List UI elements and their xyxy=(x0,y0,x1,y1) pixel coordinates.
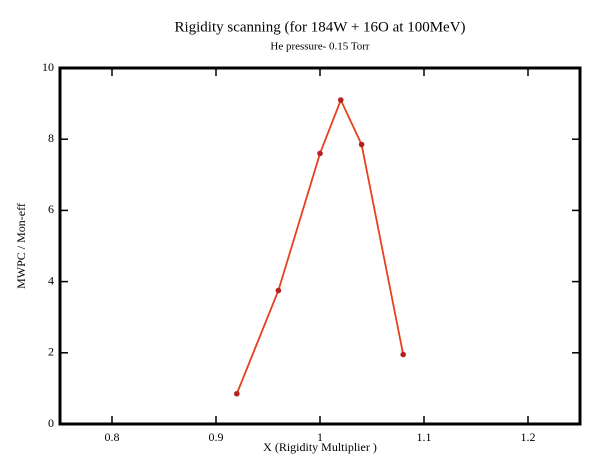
x-tick-label: 1.2 xyxy=(521,430,536,444)
y-tick-label: 10 xyxy=(42,60,54,74)
chart-subtitle: He pressure- 0.15 Torr xyxy=(270,41,370,53)
y-tick-label: 6 xyxy=(48,202,54,216)
y-tick-label: 0 xyxy=(48,416,54,430)
point xyxy=(234,390,240,397)
point xyxy=(275,287,282,294)
point xyxy=(358,141,365,148)
x-tick-label: 0.9 xyxy=(209,430,224,444)
point xyxy=(400,351,407,358)
x-tick-label: 1 xyxy=(317,430,323,444)
point xyxy=(317,150,323,157)
y-tick-label: 4 xyxy=(48,273,54,287)
x-tick-label: 1.1 xyxy=(417,430,432,444)
y-tick-label: 8 xyxy=(48,131,54,145)
line xyxy=(235,97,405,395)
point xyxy=(338,97,344,103)
chart-title: Rigidity scanning (for 184W + 16O at 100… xyxy=(174,19,465,35)
x-tick-label: 0.8 xyxy=(105,430,120,444)
x-axis-label: X (Rigidity Multiplier ) xyxy=(263,440,377,454)
y-axis-label: MWPC / Mon-eff xyxy=(14,203,28,289)
y-tick-label: 2 xyxy=(48,345,54,359)
plot-frame xyxy=(58,66,582,426)
